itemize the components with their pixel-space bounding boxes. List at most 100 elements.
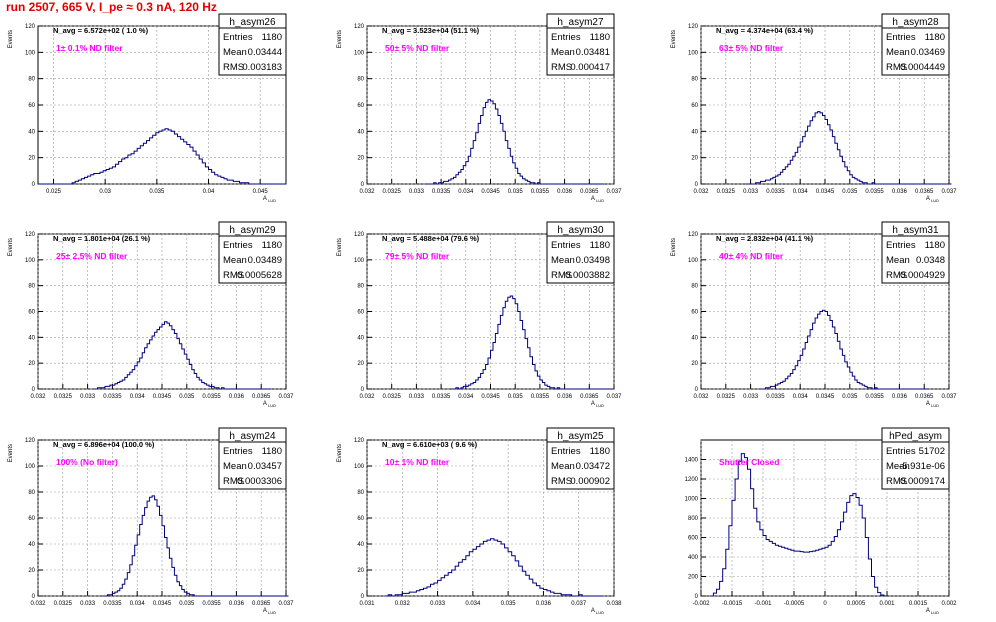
y-tick-label: 60 [357, 516, 364, 522]
y-tick-label: 1200 [685, 477, 699, 483]
x-tick-label: 0.037 [606, 394, 622, 400]
histogram-h_asym26: 0.025 0.03 0.035 0.04 0.045 0 20 40 60 80 100 120 Ev… [8, 13, 287, 203]
y-tick-label: 40 [357, 129, 364, 135]
x-tick-label: 0.03 [99, 189, 111, 195]
histogram-name: h_asym26 [229, 17, 276, 28]
x-tick-label: 0.032 [693, 394, 709, 400]
histogram-h_asym29: 0.032 0.0325 0.033 0.0335 0.034 0.0345 0.035 0.… [8, 221, 294, 408]
histogram-name: h_asym28 [892, 17, 939, 28]
x-tick-label: 0.04 [203, 189, 215, 195]
stat-value: 1180 [925, 240, 945, 251]
stat-label: RMS [223, 476, 244, 487]
stat-label: RMS [551, 476, 572, 487]
y-tick-label: 120 [688, 232, 699, 238]
x-tick-label: 0.037 [941, 394, 957, 400]
y-tick-label: 0 [361, 387, 365, 393]
histogram-name: h_asym29 [229, 225, 276, 236]
x-tick-label: 0.035 [508, 189, 524, 195]
y-tick-label: 100 [25, 258, 36, 264]
stat-value: 0.0003882 [565, 270, 610, 281]
x-tick-label: 0.045 [253, 189, 269, 195]
stat-label: Mean [223, 47, 247, 58]
x-tick-label: 0.0355 [202, 601, 221, 607]
x-tick-label: 0.0355 [531, 394, 550, 400]
x-tick-label: 0.0345 [153, 601, 172, 607]
stat-value: 1180 [590, 240, 610, 251]
x-tick-label: 0.035 [149, 189, 165, 195]
y-tick-label: 20 [691, 361, 698, 367]
x-tick-label: 0.035 [842, 189, 858, 195]
x-tick-label: 0.0015 [909, 601, 928, 607]
x-tick-label: 0.036 [536, 601, 552, 607]
x-tick-label: 0.036 [229, 601, 245, 607]
y-tick-label: 120 [354, 438, 365, 444]
y-tick-label: 60 [28, 516, 35, 522]
stat-label: Mean [886, 461, 910, 472]
stat-label: Mean [223, 461, 247, 472]
x-tick-label: 0.032 [693, 189, 709, 195]
y-tick-label: 120 [354, 232, 365, 238]
histogram-line [92, 321, 272, 390]
x-tick-label: -0.002 [692, 601, 710, 607]
stat-value: 0.0009174 [900, 476, 945, 487]
x-tick-label: 0.037 [941, 189, 957, 195]
y-axis-label: Events [337, 444, 343, 462]
x-tick-label: 0.0365 [580, 394, 599, 400]
stat-label: RMS [886, 476, 907, 487]
x-tick-label: 0.035 [179, 394, 195, 400]
stat-value: 0.03489 [248, 255, 282, 266]
y-tick-label: 0 [361, 182, 365, 188]
x-tick-label: 0.0365 [580, 189, 599, 195]
navg-label: N_avg = 1.801e+04 (26.1 %) [53, 234, 151, 243]
histogram-name: h_asym24 [229, 431, 276, 442]
histogram-name: hPed_asym [889, 431, 942, 442]
x-tick-label: 0.0005 [847, 601, 866, 607]
x-tick-label: 0.033 [743, 189, 759, 195]
filter-note: 1± 0.1% ND filter [56, 43, 123, 53]
x-tick-label: 0.032 [359, 394, 375, 400]
x-tick-label: 0.0355 [202, 394, 221, 400]
y-tick-label: 80 [357, 284, 364, 290]
x-tick-label: 0.034 [793, 189, 809, 195]
y-tick-label: 120 [688, 24, 699, 30]
stat-label: Entries [551, 446, 581, 457]
y-tick-label: 20 [357, 361, 364, 367]
x-axis-label: A LUD [926, 608, 939, 615]
stat-value: 0.03498 [576, 255, 610, 266]
x-tick-label: 0.0325 [54, 601, 73, 607]
navg-label: N_avg = 2.832e+04 (41.1 %) [716, 234, 814, 243]
y-axis-label: Events [671, 30, 677, 48]
stat-value: 1180 [262, 240, 282, 251]
x-tick-label: 0.035 [842, 394, 858, 400]
y-tick-label: 20 [357, 156, 364, 162]
x-tick-label: 0.0345 [153, 394, 172, 400]
stat-value: 0.0004449 [900, 62, 945, 73]
x-tick-label: 0.036 [892, 189, 908, 195]
y-tick-label: 0 [695, 387, 699, 393]
y-axis-label: Events [8, 238, 14, 256]
histogram-line [451, 295, 614, 390]
x-tick-label: 0.0345 [481, 394, 500, 400]
navg-label: N_avg = 3.523e+04 (51.1 %) [382, 26, 480, 35]
stat-value: 51702 [919, 446, 945, 457]
x-tick-label: 0.034 [130, 394, 146, 400]
x-axis-label: A LUD [591, 196, 604, 203]
filter-note: 63± 5% ND filter [719, 43, 784, 53]
y-tick-label: 100 [354, 50, 365, 56]
stats-box [546, 427, 615, 490]
y-tick-label: 800 [688, 516, 699, 522]
x-tick-label: 0.0325 [383, 189, 402, 195]
x-tick-label: 0.036 [892, 394, 908, 400]
x-tick-label: 0.0345 [816, 189, 835, 195]
x-tick-label: -0.0015 [722, 601, 743, 607]
y-tick-label: 20 [28, 361, 35, 367]
y-tick-label: 0 [361, 594, 365, 600]
x-tick-label: 0.025 [46, 189, 62, 195]
y-axis-label: Events [671, 238, 677, 256]
x-tick-label: 0.034 [130, 601, 146, 607]
stat-value: 0.0003306 [237, 476, 282, 487]
stats-box [218, 221, 287, 284]
navg-label: N_avg = 6.896e+04 (100.0 %) [53, 440, 155, 449]
x-tick-label: 0.037 [606, 189, 622, 195]
